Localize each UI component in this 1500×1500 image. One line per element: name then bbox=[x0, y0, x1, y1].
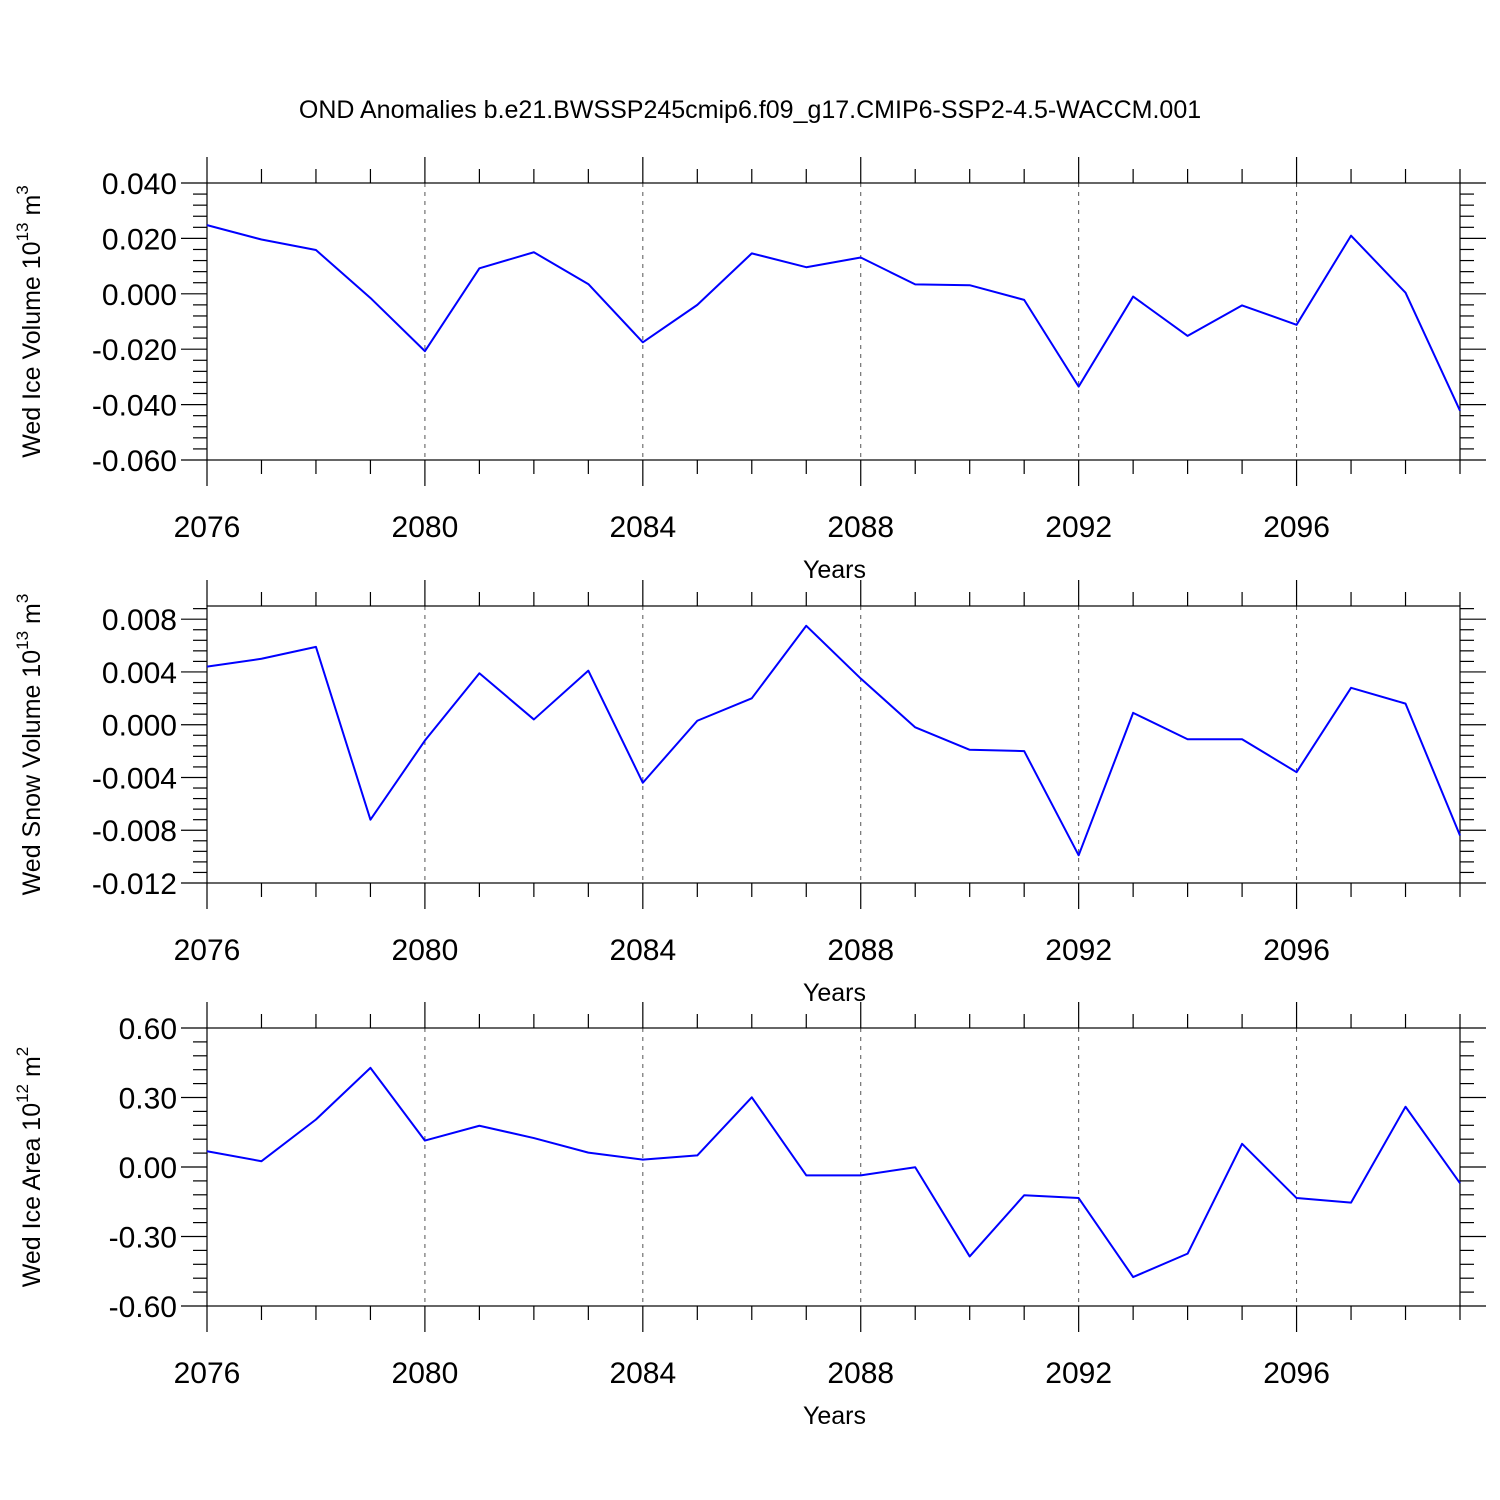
x-tick-label: 2088 bbox=[827, 511, 894, 544]
y-tick-label: 0.004 bbox=[102, 657, 177, 690]
x-tick-label: 2088 bbox=[827, 934, 894, 967]
x-tick-label: 2076 bbox=[174, 1357, 241, 1390]
x-tick-label: 2092 bbox=[1045, 934, 1112, 967]
y-axis-label-part: m bbox=[18, 195, 46, 223]
plot-frame bbox=[206, 605, 1461, 884]
plot-frame bbox=[206, 182, 1461, 461]
x-tick-label: 2096 bbox=[1263, 511, 1330, 544]
y-tick-label: 0.30 bbox=[119, 1083, 177, 1116]
x-tick-label: 2076 bbox=[174, 511, 241, 544]
y-axis-label-superscript: 3 bbox=[13, 594, 32, 603]
x-axis-label: Years bbox=[803, 979, 866, 1007]
y-axis-label-superscript: 2 bbox=[13, 1047, 32, 1056]
y-axis-label: Wed Ice Volume 1013 m3 bbox=[13, 185, 46, 458]
y-tick-label: 0.020 bbox=[102, 223, 177, 256]
y-axis-label-part: m bbox=[18, 1056, 46, 1084]
x-tick-label: 2092 bbox=[1045, 511, 1112, 544]
y-tick-label: 0.040 bbox=[102, 168, 177, 201]
panels: 2076 2080 2084 2088 2092 2096 0.040 0.020 0.000 -… bbox=[13, 157, 1486, 1430]
x-tick-label: 2080 bbox=[392, 1357, 459, 1390]
x-tick-label: 2080 bbox=[392, 934, 459, 967]
y-axis-label-superscript: 13 bbox=[13, 222, 32, 241]
x-tick-label: 2080 bbox=[392, 511, 459, 544]
x-axis-label: Years bbox=[803, 1402, 866, 1430]
y-tick-label: -0.040 bbox=[92, 390, 177, 423]
x-tick-label: 2096 bbox=[1263, 1357, 1330, 1390]
y-tick-label: 0.60 bbox=[119, 1013, 177, 1046]
y-tick-label: 0.00 bbox=[119, 1152, 177, 1185]
y-axis-label-superscript: 13 bbox=[13, 631, 32, 650]
y-axis-label-part: m bbox=[18, 603, 46, 631]
series-line bbox=[206, 224, 1461, 412]
y-axis-label-part: Wed Snow Volume 10 bbox=[18, 650, 46, 896]
x-tick-label: 2096 bbox=[1263, 934, 1330, 967]
y-tick-label: -0.008 bbox=[92, 815, 177, 848]
x-tick-label: 2084 bbox=[609, 1357, 676, 1390]
plot-frame bbox=[206, 1027, 1461, 1307]
y-axis-label-part: Wed Ice Volume 10 bbox=[18, 241, 46, 457]
y-tick-label: -0.60 bbox=[109, 1291, 177, 1324]
series-line bbox=[206, 624, 1461, 857]
y-tick-label: -0.30 bbox=[109, 1222, 177, 1255]
x-tick-label: 2076 bbox=[174, 934, 241, 967]
series-line bbox=[206, 1066, 1461, 1279]
x-tick-label: 2092 bbox=[1045, 1357, 1112, 1390]
y-axis-label: Wed Snow Volume 1013 m3 bbox=[13, 594, 46, 896]
y-tick-label: -0.004 bbox=[92, 762, 177, 795]
x-tick-label: 2088 bbox=[827, 1357, 894, 1390]
y-axis-label: Wed Ice Area 1012 m2 bbox=[13, 1047, 46, 1288]
y-tick-label: -0.012 bbox=[92, 868, 177, 901]
y-tick-label: -0.060 bbox=[92, 445, 177, 478]
panel-2: 2076 2080 2084 2088 2092 2096 0.008 0.004 0.000 -… bbox=[13, 580, 1486, 1007]
y-axis-label-part: Wed Ice Area 10 bbox=[18, 1103, 46, 1287]
y-axis-label-superscript: 3 bbox=[13, 185, 32, 194]
y-tick-label: 0.008 bbox=[102, 604, 177, 637]
y-tick-label: 0.000 bbox=[102, 710, 177, 743]
y-axis-label-superscript: 12 bbox=[13, 1084, 32, 1103]
y-tick-label: 0.000 bbox=[102, 279, 177, 312]
x-axis-label: Years bbox=[803, 556, 866, 584]
figure-title: OND Anomalies b.e21.BWSSP245cmip6.f09_g1… bbox=[299, 96, 1201, 124]
x-tick-label: 2084 bbox=[609, 934, 676, 967]
panel-3: 2076 2080 2084 2088 2092 2096 0.60 0.30 0.00 -0.3… bbox=[13, 1002, 1486, 1430]
x-tick-label: 2084 bbox=[609, 511, 676, 544]
y-tick-label: -0.020 bbox=[92, 334, 177, 367]
panel-1: 2076 2080 2084 2088 2092 2096 0.040 0.020 0.000 -… bbox=[13, 157, 1486, 584]
